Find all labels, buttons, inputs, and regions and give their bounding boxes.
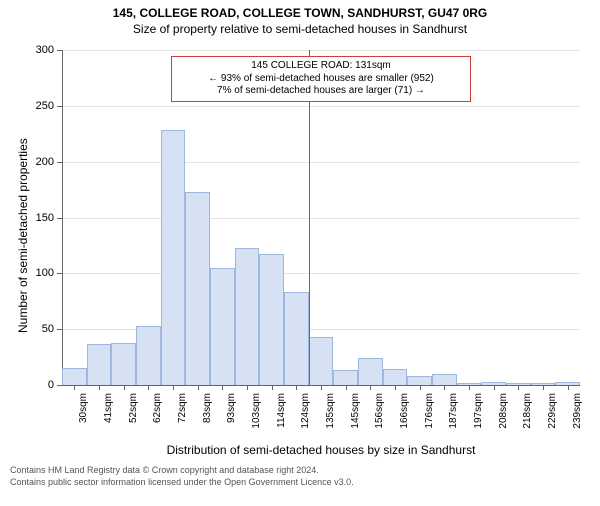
- x-tick: [99, 385, 100, 390]
- bar: [383, 369, 408, 385]
- x-tick-label: 239sqm: [572, 393, 583, 443]
- bar: [87, 344, 112, 385]
- annotation-box: 145 COLLEGE ROAD: 131sqm← 93% of semi-de…: [171, 56, 471, 102]
- x-tick: [222, 385, 223, 390]
- bar: [284, 292, 309, 385]
- y-axis-line: [62, 50, 63, 385]
- plot-area: 05010015020025030030sqm41sqm52sqm62sqm72…: [62, 50, 580, 385]
- y-tick-label: 300: [0, 44, 54, 56]
- x-tick: [370, 385, 371, 390]
- x-tick: [272, 385, 273, 390]
- bar: [136, 326, 161, 385]
- x-tick: [124, 385, 125, 390]
- x-tick: [469, 385, 470, 390]
- footer-line2: Contains public sector information licen…: [10, 477, 590, 489]
- x-axis-title: Distribution of semi-detached houses by …: [62, 443, 580, 457]
- bar: [210, 268, 235, 385]
- bar: [111, 343, 136, 385]
- bar: [432, 374, 457, 385]
- y-tick-label: 250: [0, 100, 54, 112]
- bar: [358, 358, 383, 385]
- x-tick-label: 72sqm: [177, 393, 188, 443]
- x-tick-label: 83sqm: [202, 393, 213, 443]
- bar: [259, 254, 284, 385]
- chart-title: 145, COLLEGE ROAD, COLLEGE TOWN, SANDHUR…: [0, 6, 600, 20]
- x-tick: [543, 385, 544, 390]
- x-tick: [198, 385, 199, 390]
- x-tick: [395, 385, 396, 390]
- x-tick: [444, 385, 445, 390]
- footer: Contains HM Land Registry data © Crown c…: [10, 465, 590, 488]
- x-tick-label: 166sqm: [399, 393, 410, 443]
- x-tick-label: 218sqm: [522, 393, 533, 443]
- x-tick: [173, 385, 174, 390]
- x-tick: [296, 385, 297, 390]
- chart-subtitle: Size of property relative to semi-detach…: [0, 22, 600, 36]
- x-tick-label: 229sqm: [547, 393, 558, 443]
- x-tick-label: 114sqm: [276, 393, 287, 443]
- x-tick: [494, 385, 495, 390]
- grid-line: [62, 106, 580, 107]
- bar: [235, 248, 260, 385]
- bar: [62, 368, 87, 385]
- x-tick-label: 135sqm: [325, 393, 336, 443]
- bar: [407, 376, 432, 385]
- y-tick-label: 0: [0, 379, 54, 391]
- x-tick: [568, 385, 569, 390]
- grid-line: [62, 162, 580, 163]
- x-tick-label: 145sqm: [350, 393, 361, 443]
- x-tick: [346, 385, 347, 390]
- x-tick-label: 124sqm: [300, 393, 311, 443]
- annotation-line: 7% of semi-detached houses are larger (7…: [178, 85, 464, 98]
- grid-line: [62, 50, 580, 51]
- x-tick-label: 62sqm: [152, 393, 163, 443]
- bar: [333, 370, 358, 385]
- x-tick-label: 187sqm: [448, 393, 459, 443]
- bar: [309, 337, 334, 385]
- x-tick: [74, 385, 75, 390]
- x-tick: [420, 385, 421, 390]
- footer-line1: Contains HM Land Registry data © Crown c…: [10, 465, 590, 477]
- bar: [161, 130, 186, 385]
- x-tick: [148, 385, 149, 390]
- x-tick-label: 93sqm: [226, 393, 237, 443]
- x-tick-label: 176sqm: [424, 393, 435, 443]
- bar: [185, 192, 210, 385]
- x-tick: [247, 385, 248, 390]
- x-tick-label: 197sqm: [473, 393, 484, 443]
- grid-line: [62, 273, 580, 274]
- x-tick: [321, 385, 322, 390]
- annotation-line: ← 93% of semi-detached houses are smalle…: [178, 73, 464, 86]
- x-tick: [518, 385, 519, 390]
- grid-line: [62, 218, 580, 219]
- y-axis-title: Number of semi-detached properties: [16, 138, 30, 333]
- x-tick-label: 30sqm: [78, 393, 89, 443]
- x-tick-label: 103sqm: [251, 393, 262, 443]
- x-tick-label: 52sqm: [128, 393, 139, 443]
- x-tick-label: 208sqm: [498, 393, 509, 443]
- x-tick-label: 41sqm: [103, 393, 114, 443]
- x-tick-label: 156sqm: [374, 393, 385, 443]
- annotation-line: 145 COLLEGE ROAD: 131sqm: [178, 60, 464, 73]
